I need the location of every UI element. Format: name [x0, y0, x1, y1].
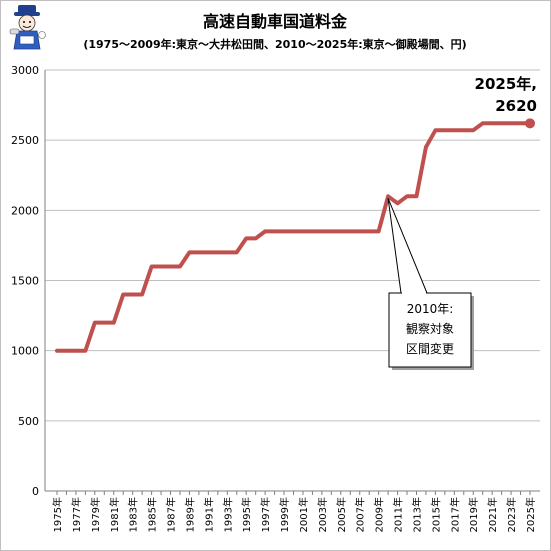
x-tick-label: 2013年: [410, 497, 423, 532]
x-tick-label: 1997年: [259, 497, 272, 532]
mascot-icon: [9, 5, 46, 50]
x-tick-label: 2021年: [486, 497, 499, 532]
chart-subtitle: (1975～2009年:東京～大井松田間、2010～2025年:東京～御殿場間、…: [83, 37, 466, 51]
x-tick-label: 2005年: [335, 497, 348, 532]
x-tick-label: 2003年: [316, 497, 329, 532]
x-tick-label: 1975年: [51, 497, 64, 532]
x-tick-label: 1979年: [89, 497, 102, 532]
y-tick-label: 500: [18, 415, 39, 428]
end-point-marker: [525, 118, 535, 129]
x-tick-label: 2017年: [448, 497, 461, 532]
x-tick-label: 2007年: [354, 497, 367, 532]
y-axis: 0 500 1000 1500 2000 2500 3000: [11, 64, 39, 498]
series-layer: [55, 118, 535, 353]
annotation-2025: 2025年, 2620: [475, 75, 537, 115]
end-label-text: 2620: [495, 97, 537, 115]
x-tick-label: 2019年: [467, 497, 480, 532]
chart-title: 高速自動車国道料金: [203, 12, 348, 31]
x-tick-label: 1987年: [165, 497, 178, 532]
x-tick-label: 1995年: [240, 497, 253, 532]
x-tick-label: 1991年: [202, 497, 215, 532]
y-tick-label: 3000: [11, 64, 39, 77]
y-tick-label: 1000: [11, 345, 39, 358]
x-tick-label: 2001年: [297, 497, 310, 532]
callout-pointer: [387, 198, 428, 294]
x-tick-label: 2015年: [429, 497, 442, 532]
y-tick-label: 2500: [11, 134, 39, 147]
x-tick-label: 2025年: [524, 497, 537, 532]
y-tick-label: 2000: [11, 204, 39, 217]
x-tick-label: 1985年: [146, 497, 159, 532]
x-tick-label: 1983年: [127, 497, 140, 532]
x-tick-label: 2009年: [373, 497, 386, 532]
series-line: [55, 121, 532, 353]
y-tick-label: 1500: [11, 275, 39, 288]
x-tick-label: 1999年: [278, 497, 291, 532]
callout-text: 観察対象: [406, 322, 454, 336]
end-label-text: 2025年,: [475, 75, 537, 93]
callout-text: 2010年:: [407, 302, 454, 316]
x-tick-label: 2023年: [505, 497, 518, 532]
x-tick-label: 1993年: [221, 497, 234, 532]
x-tick-label: 1977年: [70, 497, 83, 532]
callout-text: 区間変更: [406, 341, 454, 356]
x-tick-label: 2011年: [392, 497, 405, 532]
gridlines: [44, 69, 540, 492]
x-axis: 1975年 1977年 1979年 1981年 1983年 1985年 1987年 1989年…: [51, 491, 537, 532]
callout-box: [388, 292, 472, 368]
x-tick-label: 1981年: [108, 497, 121, 532]
x-tick-label: 1989年: [183, 497, 196, 532]
y-tick-label: 0: [32, 485, 39, 498]
